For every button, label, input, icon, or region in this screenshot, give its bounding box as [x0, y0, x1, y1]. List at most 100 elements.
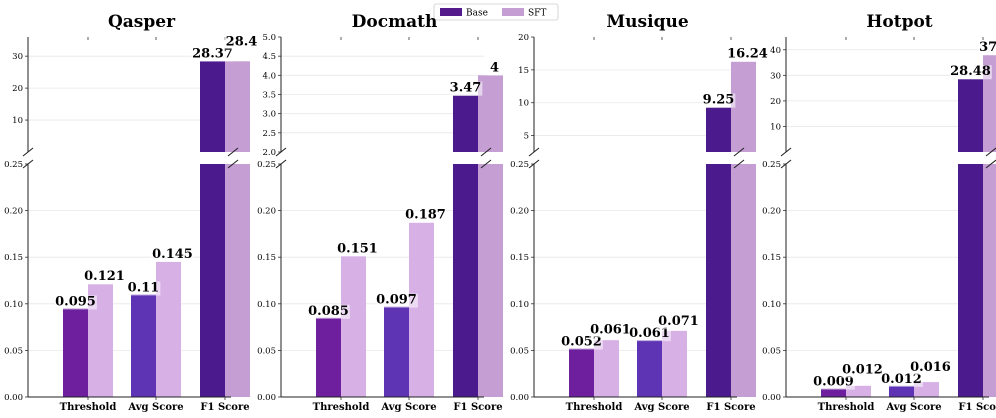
axis-break-mark [480, 159, 492, 169]
data-label-sft: 0.121 [84, 269, 125, 284]
y-tick-label: 20 [12, 84, 23, 94]
data-label-backdrop [657, 315, 700, 330]
data-label-backdrop [375, 293, 418, 308]
y-tick-label: 0.15 [510, 253, 529, 263]
sft-bar-2-lower [478, 164, 503, 397]
data-label-sft: 0.012 [842, 363, 883, 378]
data-label-sft: 4 [490, 60, 499, 75]
legend-label-sft: SFT [528, 9, 546, 19]
x-tick-label: Threshold [818, 402, 875, 413]
y-tick-label: 0.05 [510, 346, 529, 356]
data-label-sft: 0.151 [337, 241, 378, 256]
data-label-base: 0.085 [308, 304, 349, 319]
y-tick-label: 20 [518, 33, 529, 43]
legend-swatch-base [440, 8, 462, 16]
y-tick-label: 0.25 [257, 160, 276, 170]
y-tick-label: 2.5 [262, 129, 276, 139]
data-label-sft: 0.016 [910, 360, 951, 375]
x-tick-label: Threshold [60, 402, 117, 413]
axis-break-mark [480, 147, 492, 157]
panel-title: Docmath [352, 12, 438, 32]
y-tick-label: 0.05 [762, 346, 781, 356]
y-tick-label: 30 [12, 52, 23, 62]
legend-label-base: Base [466, 9, 488, 19]
data-label-backdrop [628, 327, 671, 342]
data-label-backdrop [54, 295, 97, 310]
y-tick-label: 2.0 [262, 148, 276, 158]
data-label-base: 0.097 [376, 293, 417, 308]
legend-swatch-sft [502, 8, 524, 16]
y-tick-label: 0.25 [4, 160, 23, 170]
base-bar-2-lower [958, 164, 983, 397]
base-bar-1 [384, 306, 409, 397]
panel-qasper: Qasper 10 20 30 0.00 0.05 0.10 0.15 0.20 0.25 0.09… [4, 12, 259, 413]
base-bar-1 [889, 385, 914, 397]
y-tick-label: 0.20 [510, 207, 529, 217]
y-tick-label: 0.15 [257, 253, 276, 263]
sft-bar-2-lower [225, 164, 250, 397]
panel-title: Qasper [108, 12, 176, 32]
base-bar-1 [131, 294, 156, 397]
axis-break-mark [985, 159, 996, 169]
data-label-backdrop [880, 372, 923, 387]
y-tick-label: 0.15 [4, 253, 23, 263]
data-label-backdrop [841, 363, 884, 378]
y-tick-label: 0.05 [4, 346, 23, 356]
y-tick-label: 20 [770, 97, 781, 107]
sft-bar-1 [662, 330, 687, 397]
base-bar-2-lower [453, 164, 478, 397]
data-label-backdrop [336, 242, 379, 257]
axis-break-mark [275, 159, 287, 169]
y-tick-label: 0.00 [4, 393, 23, 403]
x-tick-label: Avg Score [885, 402, 941, 413]
base-bar-2-lower [200, 164, 225, 397]
y-tick-label: 0.05 [257, 346, 276, 356]
base-bar-1 [637, 340, 662, 397]
x-tick-label: Threshold [313, 402, 370, 413]
base-bar-0 [63, 308, 88, 397]
panel-musique: Musique 5 10 15 20 0.00 0.05 0.10 0.15 0.20 0.25 0.… [510, 12, 769, 413]
panel-hotpot: Hotpot 10 20 30 40 0.00 0.05 0.10 0.15 0.20 0.25 0.… [762, 12, 996, 413]
data-label-base: 28.48 [950, 64, 991, 79]
y-tick-label: 0.20 [257, 207, 276, 217]
data-label-backdrop [978, 41, 996, 56]
y-tick-label: 15 [518, 66, 529, 76]
sft-bar-2-lower [983, 164, 996, 397]
sft-bar-0 [341, 256, 366, 397]
data-label-base: 0.061 [629, 326, 670, 341]
y-tick-label: 0.20 [4, 207, 23, 217]
data-label-base: 28.37 [192, 46, 233, 61]
panel-docmath: Docmath 2.0 2.5 3.0 3.5 4.0 4.5 5.0 0.00 0.05 0.10… [257, 12, 503, 413]
axis-break-mark [227, 159, 239, 169]
data-label-sft: 0.145 [152, 247, 193, 262]
axis-break-mark [733, 159, 745, 169]
data-label-backdrop [589, 323, 632, 338]
data-label-base: 3.47 [450, 81, 482, 96]
data-label-base: 0.095 [55, 294, 96, 309]
y-tick-label: 10 [770, 122, 781, 132]
sft-bar-0 [846, 385, 871, 397]
x-tick-label: F1 Score [453, 402, 502, 413]
axis-break-mark [780, 147, 792, 157]
data-label-base: 0.11 [128, 280, 160, 295]
y-tick-label: 0.00 [510, 393, 529, 403]
data-label-base: 9.25 [703, 93, 735, 108]
data-label-backdrop [191, 47, 234, 62]
axis-break-mark [227, 147, 239, 157]
y-tick-label: 0.25 [762, 160, 781, 170]
x-tick-label: Avg Score [633, 402, 689, 413]
data-label-backdrop [307, 304, 350, 319]
data-label-backdrop [448, 81, 483, 96]
y-tick-label: 0.10 [257, 300, 276, 310]
sft-bar-2-upper [225, 61, 250, 152]
data-label-backdrop [126, 281, 161, 296]
data-label-base: 0.009 [813, 375, 854, 390]
base-bar-2-lower [706, 164, 731, 397]
y-tick-label: 0.15 [762, 253, 781, 263]
axis-break-mark [22, 147, 34, 157]
y-tick-label: 0.10 [510, 300, 529, 310]
data-label-base: 0.052 [561, 335, 602, 350]
data-label-backdrop [224, 35, 259, 50]
data-label-sft: 0.071 [658, 314, 699, 329]
